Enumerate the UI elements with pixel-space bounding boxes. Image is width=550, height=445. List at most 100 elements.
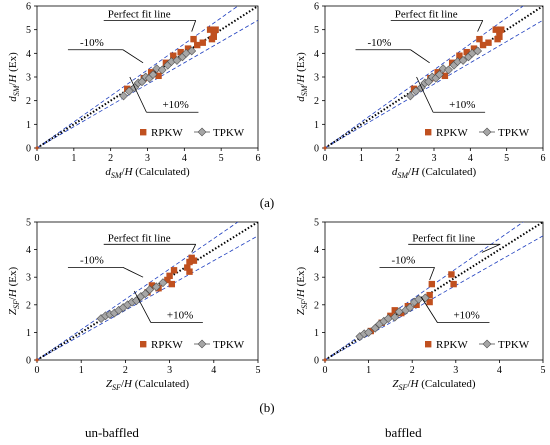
- y-axis-title: dSM/H (Ex): [7, 52, 21, 102]
- rpkw-point: [190, 257, 198, 264]
- annotation-perfect-fit-leader: [481, 243, 501, 253]
- annotation-perfect-fit: Perfect fit line: [108, 8, 171, 20]
- x-tick-label: 0: [35, 365, 40, 376]
- x-axis-title-h: H: [124, 166, 134, 178]
- origin-marker: [323, 146, 327, 150]
- rpkw-point: [190, 35, 197, 43]
- x-axis-title-var: Z: [106, 378, 113, 390]
- plus-10-percent-line: [325, 19, 543, 148]
- x-axis-title-slash: /: [121, 378, 125, 390]
- y-axis-title-h: H: [7, 288, 19, 298]
- y-tick-label: 2: [314, 96, 319, 107]
- x-tick-label: 3: [167, 365, 172, 376]
- x-tick-label: 0: [35, 153, 40, 164]
- rpkw-point: [456, 52, 463, 59]
- annotation-minus-10: -10%: [80, 37, 104, 49]
- y-tick-label: 6: [26, 2, 31, 13]
- x-axis-title-sub: SF: [112, 383, 121, 392]
- panel-label-b: (b): [259, 400, 274, 415]
- annotation-minus-10: -10%: [368, 37, 392, 49]
- rpkw-point: [194, 41, 201, 49]
- x-axis-title-rest: (Calculated): [132, 378, 189, 390]
- origin-marker: [35, 358, 39, 362]
- tpkw-point: [119, 91, 128, 101]
- tpkw-point: [148, 70, 158, 80]
- annotation-plus-10: +10%: [167, 310, 193, 322]
- y-axis-title-slash: /: [295, 296, 307, 300]
- y-axis-title: ZSF/H (Ex): [295, 267, 309, 316]
- tpkw-point: [444, 65, 453, 75]
- tpkw-point: [151, 282, 161, 292]
- legend-rpkw-marker: [425, 129, 432, 136]
- tpkw-point: [473, 46, 483, 56]
- annotation-plus-10-leader: [133, 290, 152, 323]
- x-axis-title-h: H: [410, 166, 420, 178]
- panel-label-a: (a): [260, 195, 274, 210]
- y-tick-label: 4: [26, 245, 31, 256]
- annotation-plus-10-leader: [129, 76, 147, 113]
- y-axis-title-h: H: [295, 288, 307, 298]
- rpkw-point: [208, 35, 216, 43]
- x-tick-label: 0: [323, 365, 328, 376]
- plus-10-percent-line: [37, 235, 258, 360]
- rpkw-point: [170, 52, 177, 59]
- x-axis-title: ZSF/H (Calculated): [392, 378, 475, 392]
- y-tick-label: 5: [314, 218, 319, 229]
- x-axis-title: dSM/H (Calculated): [105, 166, 190, 180]
- legend-rpkw-label: RPKW: [151, 127, 183, 139]
- y-axis-title-var: d: [295, 96, 307, 102]
- y-tick-label: 3: [314, 73, 319, 84]
- annotation-perfect-fit-leader: [191, 244, 197, 253]
- legend-tpkw-marker: [482, 339, 492, 349]
- rpkw-point: [448, 271, 455, 278]
- y-axis-title: ZSF/H (Ex): [7, 267, 21, 316]
- tpkw-point: [140, 289, 150, 299]
- rpkw-point: [387, 312, 394, 320]
- x-axis-title-rest: (Calculated): [133, 166, 190, 178]
- y-tick-label: 5: [314, 25, 319, 36]
- x-axis-title-var: Z: [392, 378, 399, 390]
- y-tick-label: 6: [314, 2, 319, 13]
- rpkw-point: [492, 26, 499, 33]
- rpkw-point: [485, 39, 492, 46]
- legend-tpkw-marker: [197, 339, 207, 349]
- y-axis-title-sub: SF: [12, 300, 21, 309]
- tpkw-point: [157, 65, 167, 75]
- x-axis-title-var: d: [105, 166, 111, 178]
- legend-tpkw-label: TPKW: [498, 339, 530, 351]
- bottom-label-unbaffled: un-baffled: [85, 425, 139, 440]
- y-tick-label: 4: [314, 49, 319, 60]
- rpkw-point: [212, 26, 219, 33]
- y-axis-title-rest: (Ex): [295, 52, 307, 75]
- y-tick-label: 4: [314, 245, 319, 256]
- x-axis-title-sub: SM: [111, 171, 123, 180]
- rpkw-point: [199, 39, 206, 46]
- annotation-minus-10-leader: [410, 49, 430, 64]
- y-tick-label: 1: [26, 328, 31, 339]
- annotation-perfect-fit: Perfect fit line: [412, 232, 475, 244]
- rpkw-point: [463, 48, 470, 56]
- x-tick-label: 2: [108, 153, 113, 164]
- x-tick-label: 2: [410, 365, 415, 376]
- y-axis-title-sub: SM: [12, 84, 21, 96]
- rpkw-point: [391, 307, 398, 314]
- x-tick-label: 4: [182, 153, 187, 164]
- rpkw-point: [148, 282, 156, 289]
- x-axis-title-rest: (Calculated): [418, 378, 475, 390]
- rpkw-point: [476, 35, 483, 43]
- x-tick-label: 5: [219, 153, 224, 164]
- y-tick-label: 0: [314, 144, 319, 155]
- y-axis-title-slash: /: [7, 296, 19, 300]
- x-tick-label: 6: [256, 153, 261, 164]
- y-axis-title-slash: /: [7, 82, 19, 86]
- annotation-minus-10: -10%: [392, 254, 416, 266]
- y-tick-label: 3: [26, 73, 31, 84]
- y-axis-title: dSM/H (Ex): [295, 52, 309, 102]
- tpkw-point: [411, 86, 421, 96]
- plus-10-percent-line: [37, 19, 258, 148]
- rpkw-point: [479, 41, 487, 49]
- tpkw-point: [124, 86, 134, 96]
